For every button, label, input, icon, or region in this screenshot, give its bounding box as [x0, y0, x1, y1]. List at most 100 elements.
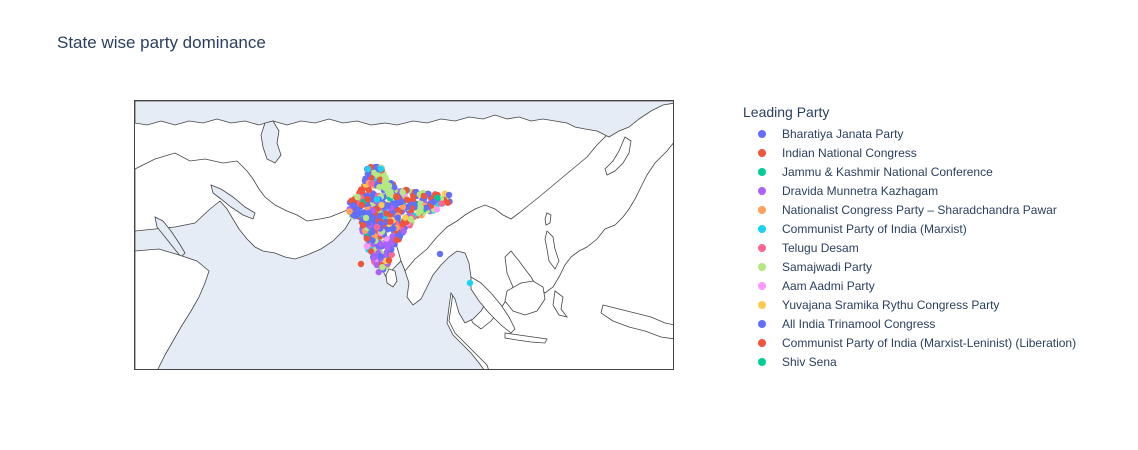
legend-label: Telugu Desam — [782, 240, 859, 255]
legend-item[interactable]: Aam Aadmi Party — [743, 276, 1076, 295]
data-point[interactable] — [400, 227, 407, 235]
data-point[interactable] — [382, 174, 389, 181]
data-point[interactable] — [362, 214, 370, 222]
legend-title: Leading Party — [743, 104, 830, 120]
legend-marker — [758, 281, 766, 290]
data-point[interactable] — [370, 214, 377, 222]
data-point[interactable] — [438, 200, 445, 207]
legend-label: Bharatiya Janata Party — [782, 126, 904, 141]
data-point[interactable] — [365, 209, 372, 217]
data-point[interactable] — [381, 183, 389, 190]
legend-item[interactable]: Communist Party of India (Marxist-Lenini… — [743, 333, 1076, 352]
sea-north — [135, 101, 673, 138]
legend-label: Jammu & Kashmir National Conference — [782, 164, 993, 179]
legend-item[interactable]: Shiv Sena — [743, 352, 1076, 371]
data-point[interactable] — [394, 200, 402, 207]
data-point[interactable] — [420, 192, 427, 200]
data-point[interactable] — [409, 195, 417, 203]
data-point[interactable] — [370, 254, 378, 261]
data-point[interactable] — [377, 241, 385, 248]
legend-label: Samajwadi Party — [782, 259, 873, 274]
data-point[interactable] — [369, 237, 376, 244]
data-point[interactable] — [364, 170, 372, 178]
data-point[interactable] — [373, 261, 380, 269]
data-point[interactable] — [350, 202, 357, 209]
data-point[interactable] — [399, 203, 406, 210]
legend-marker — [758, 319, 766, 328]
land-sri-lanka — [385, 268, 398, 288]
data-point[interactable] — [363, 243, 370, 250]
data-point[interactable] — [346, 208, 353, 215]
land-japan — [604, 136, 632, 176]
data-point[interactable] — [444, 199, 451, 206]
data-point[interactable] — [377, 165, 385, 173]
chart-title: State wise party dominance — [57, 33, 266, 52]
data-point[interactable] — [466, 279, 474, 287]
legend-item[interactable]: Bharatiya Janata Party — [743, 124, 1076, 143]
data-point[interactable] — [415, 209, 422, 216]
data-point[interactable] — [378, 201, 385, 209]
data-point[interactable] — [377, 253, 384, 260]
legend-item[interactable]: Samajwadi Party — [743, 257, 1076, 276]
map-canvas[interactable] — [135, 101, 674, 370]
legend-item[interactable]: Dravida Munnetra Kazhagam — [743, 181, 1076, 200]
data-point[interactable] — [357, 260, 365, 268]
data-point[interactable] — [403, 196, 411, 204]
data-point[interactable] — [364, 195, 371, 203]
legend-item[interactable]: Telugu Desam — [743, 238, 1076, 257]
legend-label: Nationalist Congress Party – Sharadchand… — [782, 202, 1057, 217]
legend-items: Bharatiya Janata Party Indian National Co… — [743, 124, 1076, 371]
legend-item[interactable]: Jammu & Kashmir National Conference — [743, 162, 1076, 181]
legend-item[interactable]: Nationalist Congress Party – Sharadchand… — [743, 200, 1076, 219]
data-point[interactable] — [399, 189, 406, 196]
data-point[interactable] — [394, 214, 401, 221]
data-point[interactable] — [434, 194, 441, 201]
data-point[interactable] — [384, 188, 391, 195]
data-point[interactable] — [375, 268, 382, 276]
data-point[interactable] — [388, 251, 395, 258]
data-point[interactable] — [407, 215, 414, 223]
data-point[interactable] — [387, 218, 394, 225]
legend-label: All India Trinamool Congress — [782, 316, 936, 331]
data-point[interactable] — [393, 193, 400, 200]
data-point[interactable] — [373, 224, 381, 231]
data-point[interactable] — [376, 176, 384, 183]
data-point[interactable] — [363, 235, 370, 242]
land-java — [504, 332, 548, 344]
data-point[interactable] — [359, 222, 367, 229]
data-point[interactable] — [404, 203, 411, 211]
data-point[interactable] — [358, 201, 365, 208]
data-point[interactable] — [402, 214, 409, 221]
data-point[interactable] — [388, 240, 395, 247]
data-point[interactable] — [384, 244, 391, 251]
data-point[interactable] — [436, 250, 444, 258]
data-point[interactable] — [373, 196, 381, 203]
geo-map[interactable] — [134, 100, 674, 370]
data-point[interactable] — [393, 236, 400, 244]
data-point[interactable] — [379, 264, 386, 271]
data-point[interactable] — [430, 198, 437, 206]
data-point[interactable] — [368, 180, 375, 187]
data-point[interactable] — [384, 226, 391, 233]
data-point[interactable] — [364, 165, 372, 173]
legend-item[interactable]: All India Trinamool Congress — [743, 314, 1076, 333]
data-point[interactable] — [423, 204, 430, 211]
data-point[interactable] — [356, 210, 363, 217]
data-point[interactable] — [385, 257, 393, 264]
legend-item[interactable]: Yuvajana Sramika Rythu Congress Party — [743, 295, 1076, 314]
data-point[interactable] — [377, 212, 384, 219]
data-point[interactable] — [365, 186, 373, 194]
data-point[interactable] — [384, 202, 391, 209]
legend-item[interactable]: Communist Party of India (Marxist) — [743, 219, 1076, 238]
data-point[interactable] — [383, 210, 390, 217]
data-point[interactable] — [354, 194, 361, 201]
data-point[interactable] — [417, 204, 424, 211]
land-taiwan — [544, 212, 552, 226]
data-point[interactable] — [368, 228, 376, 236]
data-point[interactable] — [390, 225, 397, 232]
data-point[interactable] — [445, 191, 453, 199]
data-point[interactable] — [364, 220, 372, 227]
land-sumatra — [470, 276, 516, 334]
data-point[interactable] — [433, 206, 441, 213]
legend-item[interactable]: Indian National Congress — [743, 143, 1076, 162]
